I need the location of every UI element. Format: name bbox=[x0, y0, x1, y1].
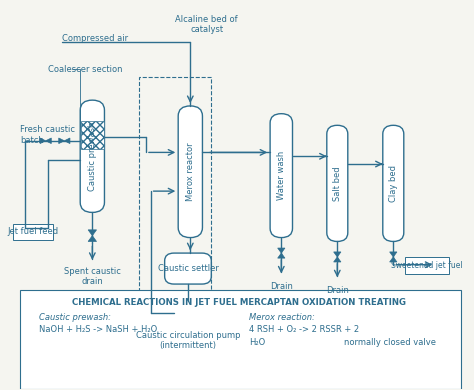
Text: Sweetened jet fuel: Sweetened jet fuel bbox=[391, 261, 463, 270]
FancyBboxPatch shape bbox=[270, 113, 292, 238]
FancyBboxPatch shape bbox=[20, 290, 461, 388]
Polygon shape bbox=[390, 252, 397, 257]
Text: Clay bed: Clay bed bbox=[389, 165, 398, 202]
Text: NaOH + H₂S -> NaSH + H₂O: NaOH + H₂S -> NaSH + H₂O bbox=[39, 325, 157, 334]
Text: 4 RSH + O₂ -> 2 RSSR + 2: 4 RSH + O₂ -> 2 RSSR + 2 bbox=[249, 325, 359, 334]
Text: Drain: Drain bbox=[326, 286, 349, 295]
Text: Fresh caustic
batch: Fresh caustic batch bbox=[20, 125, 75, 145]
Polygon shape bbox=[64, 138, 70, 144]
Polygon shape bbox=[88, 230, 97, 236]
Text: Caustic circulation pump
(intermittent): Caustic circulation pump (intermittent) bbox=[136, 331, 240, 350]
Polygon shape bbox=[59, 138, 64, 144]
Text: Spent caustic
drain: Spent caustic drain bbox=[64, 267, 121, 286]
FancyBboxPatch shape bbox=[13, 224, 53, 239]
Text: Caustic prewash: Caustic prewash bbox=[88, 122, 97, 191]
FancyBboxPatch shape bbox=[80, 100, 104, 213]
Text: Jet fuel feed: Jet fuel feed bbox=[7, 227, 58, 236]
Polygon shape bbox=[46, 138, 51, 144]
Text: Caustic settler: Caustic settler bbox=[157, 264, 219, 273]
Text: Merox reaction:: Merox reaction: bbox=[249, 313, 315, 322]
Polygon shape bbox=[334, 257, 341, 262]
FancyBboxPatch shape bbox=[178, 106, 202, 238]
Text: Drain: Drain bbox=[270, 282, 293, 291]
Polygon shape bbox=[333, 339, 339, 345]
Polygon shape bbox=[40, 138, 46, 144]
Text: Caustic prewash:: Caustic prewash: bbox=[39, 313, 110, 322]
FancyBboxPatch shape bbox=[164, 253, 211, 284]
FancyBboxPatch shape bbox=[383, 125, 404, 241]
FancyBboxPatch shape bbox=[81, 121, 103, 149]
Text: normally closed valve: normally closed valve bbox=[344, 338, 436, 347]
Text: Coalescer section: Coalescer section bbox=[48, 65, 122, 74]
Text: Salt bed: Salt bed bbox=[333, 166, 342, 201]
Polygon shape bbox=[327, 339, 333, 345]
Polygon shape bbox=[88, 236, 97, 241]
FancyBboxPatch shape bbox=[327, 125, 348, 241]
Text: Merox reactor: Merox reactor bbox=[186, 142, 195, 201]
Polygon shape bbox=[278, 253, 285, 258]
FancyBboxPatch shape bbox=[405, 257, 449, 275]
Polygon shape bbox=[390, 257, 397, 262]
Text: Compressed air: Compressed air bbox=[62, 34, 128, 43]
Text: Alcaline bed of
catalyst: Alcaline bed of catalyst bbox=[175, 15, 238, 34]
Polygon shape bbox=[334, 252, 341, 257]
Polygon shape bbox=[278, 248, 285, 253]
Text: H₂O: H₂O bbox=[249, 338, 265, 347]
Text: CHEMICAL REACTIONS IN JET FUEL MERCAPTAN OXIDATION TREATING: CHEMICAL REACTIONS IN JET FUEL MERCAPTAN… bbox=[73, 298, 406, 307]
Text: Water wash: Water wash bbox=[277, 151, 286, 200]
